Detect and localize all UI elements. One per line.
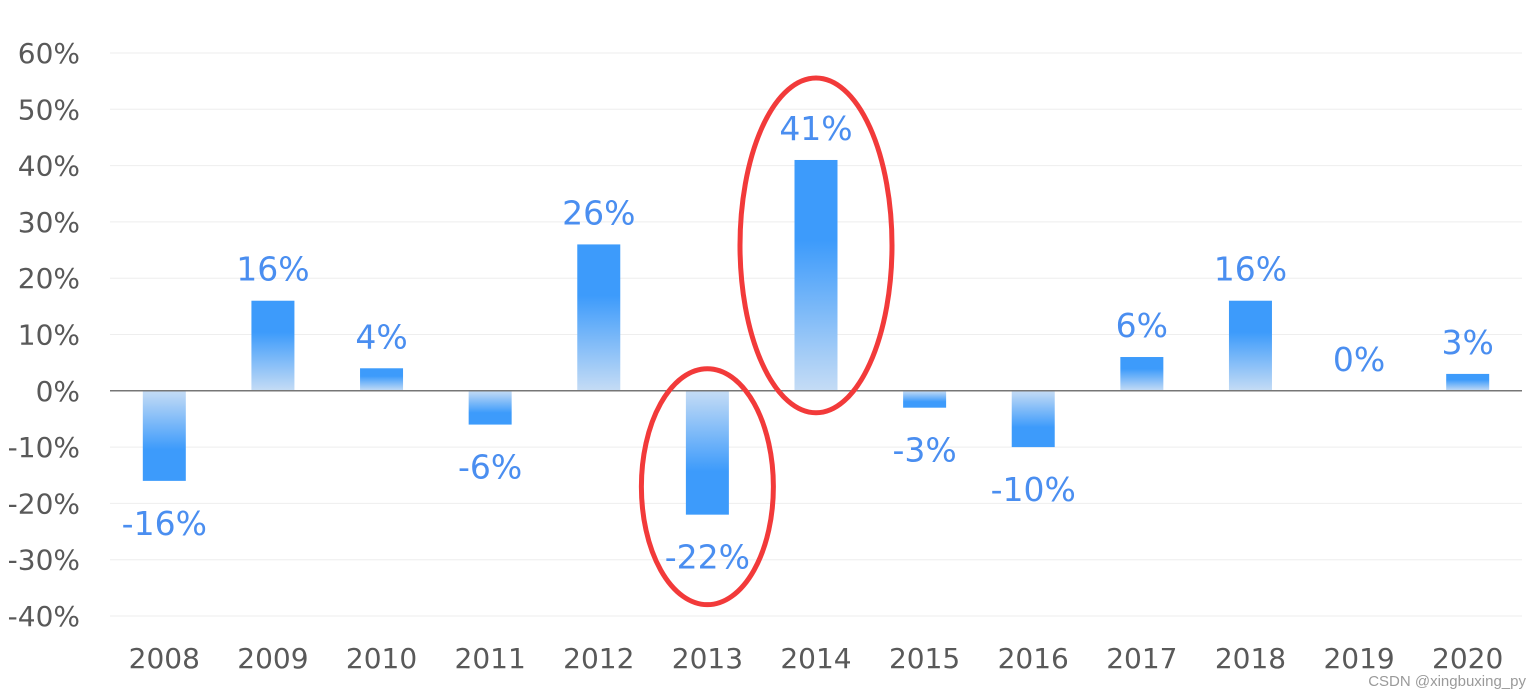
data-label-2019: 0%	[1333, 340, 1385, 379]
data-label-2009: 16%	[236, 250, 309, 289]
watermark: CSDN @xingbuxing_py	[1368, 673, 1526, 690]
y-tick-label: 20%	[18, 262, 80, 295]
x-tick-label: 2013	[672, 642, 743, 675]
x-axis-ticks: 2008 2009 2010 2011 2012 2013 2014 2015 2016 2017…	[129, 642, 1504, 675]
x-tick-label: 2010	[346, 642, 417, 675]
y-tick-label: 0%	[36, 375, 80, 408]
bar-2020	[1446, 373, 1490, 391]
bar-2014	[794, 159, 838, 391]
data-label-2013: -22%	[665, 538, 750, 577]
data-label-2014: 41%	[779, 109, 852, 148]
y-tick-label: 50%	[18, 93, 80, 126]
highlight-circles	[638, 75, 895, 608]
data-labels: -16% 16% 4% -6% 26% -22% 41% -3% -10% 6% 16% 0% 3%	[122, 109, 1494, 577]
data-label-2018: 16%	[1214, 250, 1287, 289]
x-tick-label: 2014	[780, 642, 851, 675]
data-label-2012: 26%	[562, 193, 635, 232]
data-label-2010: 4%	[355, 317, 407, 356]
bar-2013	[685, 390, 729, 515]
x-tick-label: 2016	[998, 642, 1069, 675]
data-label-2015: -3%	[892, 431, 956, 470]
bar-2018	[1228, 300, 1272, 391]
y-tick-label: 30%	[18, 206, 80, 239]
highlight-circle-2014	[737, 75, 895, 416]
y-tick-label: -20%	[8, 487, 80, 520]
x-tick-label: 2012	[563, 642, 634, 675]
x-tick-label: 2017	[1106, 642, 1177, 675]
y-tick-label: -30%	[8, 544, 80, 577]
data-label-2020: 3%	[1442, 323, 1494, 362]
x-tick-label: 2018	[1215, 642, 1286, 675]
x-tick-label: 2008	[129, 642, 200, 675]
x-tick-label: 2020	[1432, 642, 1503, 675]
bar-2015	[903, 390, 947, 408]
bar-2016	[1011, 390, 1055, 448]
bar-2017	[1120, 357, 1164, 391]
y-axis-ticks: -40% -30% -20% -10% 0% 10% 20% 30% 40% 50% 60%	[8, 37, 80, 633]
y-tick-label: 40%	[18, 150, 80, 183]
x-tick-label: 2011	[455, 642, 526, 675]
y-tick-label: -40%	[8, 600, 80, 633]
data-label-2008: -16%	[122, 504, 207, 543]
bars	[142, 159, 1490, 515]
bar-2010	[360, 368, 404, 391]
bar-2008	[142, 390, 186, 481]
data-label-2016: -10%	[991, 470, 1076, 509]
x-tick-label: 2015	[889, 642, 960, 675]
bar-2011	[468, 390, 512, 425]
highlight-circle-2013	[638, 366, 776, 608]
bar-2009	[251, 300, 295, 391]
x-tick-label: 2009	[237, 642, 308, 675]
y-tick-label: 60%	[18, 37, 80, 70]
x-tick-label: 2019	[1323, 642, 1394, 675]
data-label-2017: 6%	[1116, 306, 1168, 345]
y-tick-label: -10%	[8, 431, 80, 464]
bar-2012	[577, 244, 621, 391]
data-label-2011: -6%	[458, 448, 522, 487]
y-tick-label: 10%	[18, 319, 80, 352]
